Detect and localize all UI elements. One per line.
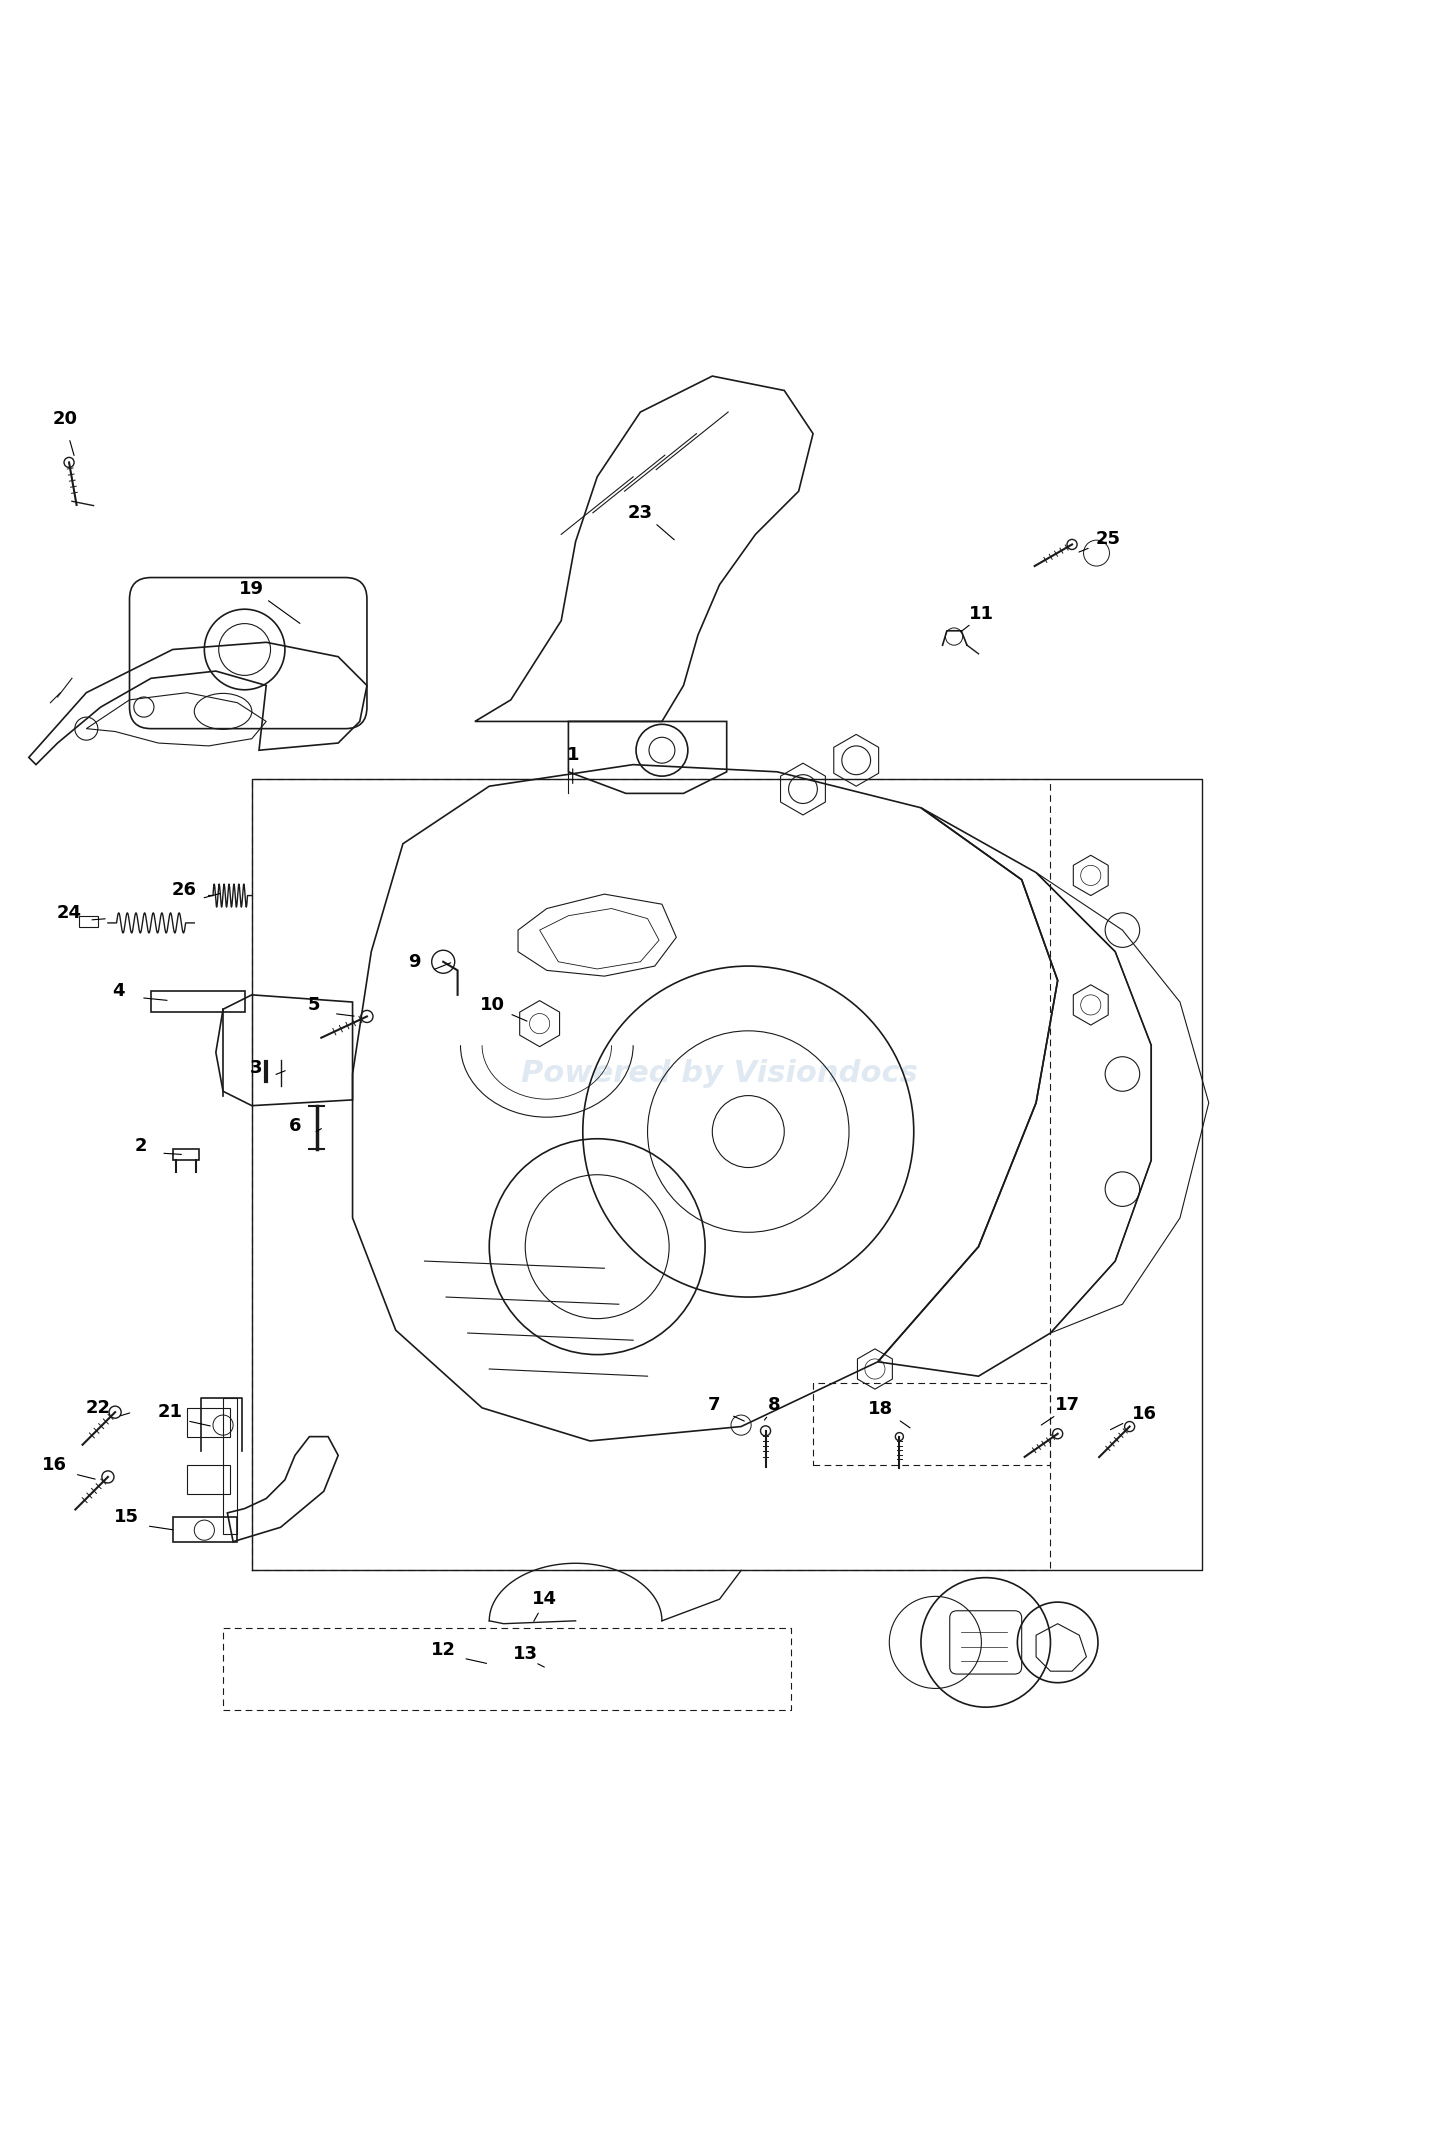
Text: 23: 23 [627, 505, 653, 522]
Text: 16: 16 [1131, 1405, 1157, 1422]
Text: 2: 2 [135, 1136, 147, 1156]
Text: 22: 22 [85, 1398, 111, 1418]
Text: 14: 14 [531, 1590, 557, 1609]
Text: 25: 25 [1095, 531, 1121, 548]
Text: Powered by Visiondocs: Powered by Visiondocs [521, 1059, 918, 1089]
Text: 26: 26 [171, 881, 197, 898]
Text: 5: 5 [308, 997, 319, 1014]
Text: 16: 16 [42, 1456, 68, 1474]
Text: 6: 6 [289, 1117, 301, 1134]
Text: 3: 3 [250, 1059, 262, 1078]
Text: 4: 4 [112, 982, 124, 999]
Text: 20: 20 [52, 410, 78, 427]
Text: 13: 13 [512, 1645, 538, 1663]
Text: 11: 11 [968, 604, 994, 623]
Text: 21: 21 [157, 1403, 183, 1422]
Text: 1: 1 [567, 745, 578, 763]
Text: 7: 7 [708, 1396, 720, 1413]
Text: 12: 12 [430, 1641, 456, 1658]
Text: 17: 17 [1055, 1396, 1081, 1413]
Text: 10: 10 [479, 997, 505, 1014]
Text: 18: 18 [868, 1400, 894, 1418]
Text: 15: 15 [114, 1508, 140, 1527]
Text: 9: 9 [409, 954, 420, 971]
Text: 8: 8 [768, 1396, 780, 1413]
Text: 19: 19 [239, 580, 265, 597]
Text: 24: 24 [56, 904, 82, 921]
